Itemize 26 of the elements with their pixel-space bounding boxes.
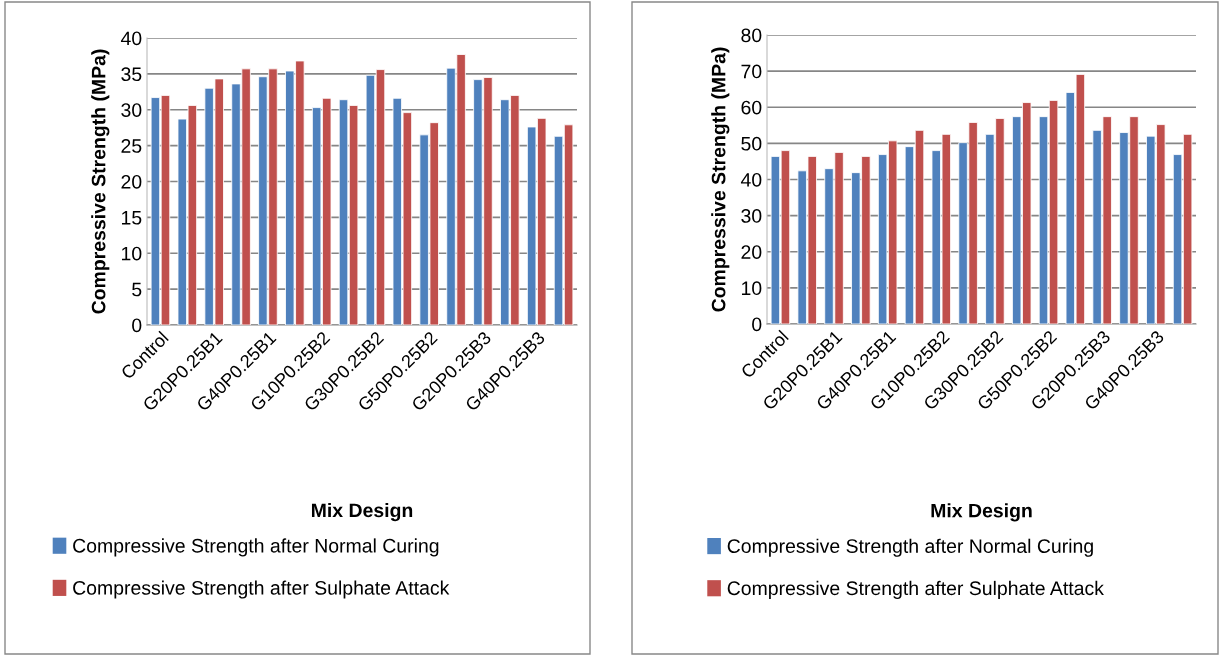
x-axis-title: Mix Design xyxy=(311,502,413,522)
y-tick-label: 40 xyxy=(120,31,142,46)
x-axis-title: Mix Design xyxy=(931,503,1032,522)
y-tick-label: 30 xyxy=(121,103,142,117)
y-axis-title: Compressive Strength (MPa) xyxy=(91,49,110,314)
y-tick-label: 40 xyxy=(740,172,762,187)
y-tick-label: 70 xyxy=(741,64,762,79)
y-tick-label: 20 xyxy=(121,174,142,189)
y-tick-label: 80 xyxy=(741,28,762,43)
y-tick-label: 25 xyxy=(121,139,142,153)
y-tick-label: 10 xyxy=(122,246,142,261)
y-tick-label: 50 xyxy=(741,136,762,151)
y-tick-label: 30 xyxy=(741,209,762,223)
y-tick-label: 0 xyxy=(752,317,762,332)
y-tick-label: 5 xyxy=(132,282,142,297)
y-tick-label: 20 xyxy=(741,245,762,259)
legend-label: Compressive Strength after Normal Curing xyxy=(73,538,439,557)
legend-label: Compressive Strength after Normal Curing xyxy=(727,538,1093,557)
y-tick-label: 10 xyxy=(742,281,762,296)
y-tick-label: 15 xyxy=(122,211,142,225)
y-axis-title: Compressive Strength (MPa) xyxy=(711,47,730,312)
y-tick-label: 60 xyxy=(741,100,762,115)
y-tick-label: 35 xyxy=(121,67,142,82)
legend-label: Compressive Strength after Sulphate Attack xyxy=(727,580,1104,599)
y-tick-label: 0 xyxy=(132,318,142,333)
legend-label: Compressive Strength after Sulphate Attack xyxy=(73,580,450,599)
